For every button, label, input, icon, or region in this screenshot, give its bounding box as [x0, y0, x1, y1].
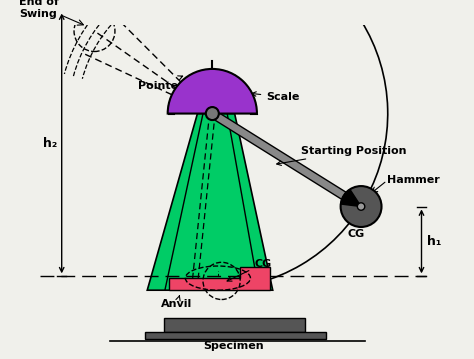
Circle shape — [357, 203, 365, 210]
Text: CG: CG — [227, 259, 272, 281]
Wedge shape — [341, 189, 361, 206]
Polygon shape — [164, 318, 305, 332]
Text: CG: CG — [348, 229, 365, 239]
Text: h₁: h₁ — [427, 235, 441, 248]
Text: h₂: h₂ — [43, 137, 57, 150]
Text: Pointer: Pointer — [138, 76, 183, 91]
Circle shape — [341, 186, 382, 227]
Polygon shape — [169, 267, 270, 290]
Text: Specimen: Specimen — [203, 330, 264, 351]
Wedge shape — [168, 69, 257, 113]
Text: Hammer: Hammer — [387, 176, 440, 186]
Text: Starting Position: Starting Position — [277, 146, 406, 165]
Polygon shape — [147, 113, 273, 290]
Text: End of
Swing: End of Swing — [19, 0, 59, 19]
Circle shape — [206, 107, 219, 120]
Polygon shape — [146, 332, 326, 340]
Text: Anvil: Anvil — [161, 296, 192, 309]
Text: Scale: Scale — [252, 92, 300, 102]
